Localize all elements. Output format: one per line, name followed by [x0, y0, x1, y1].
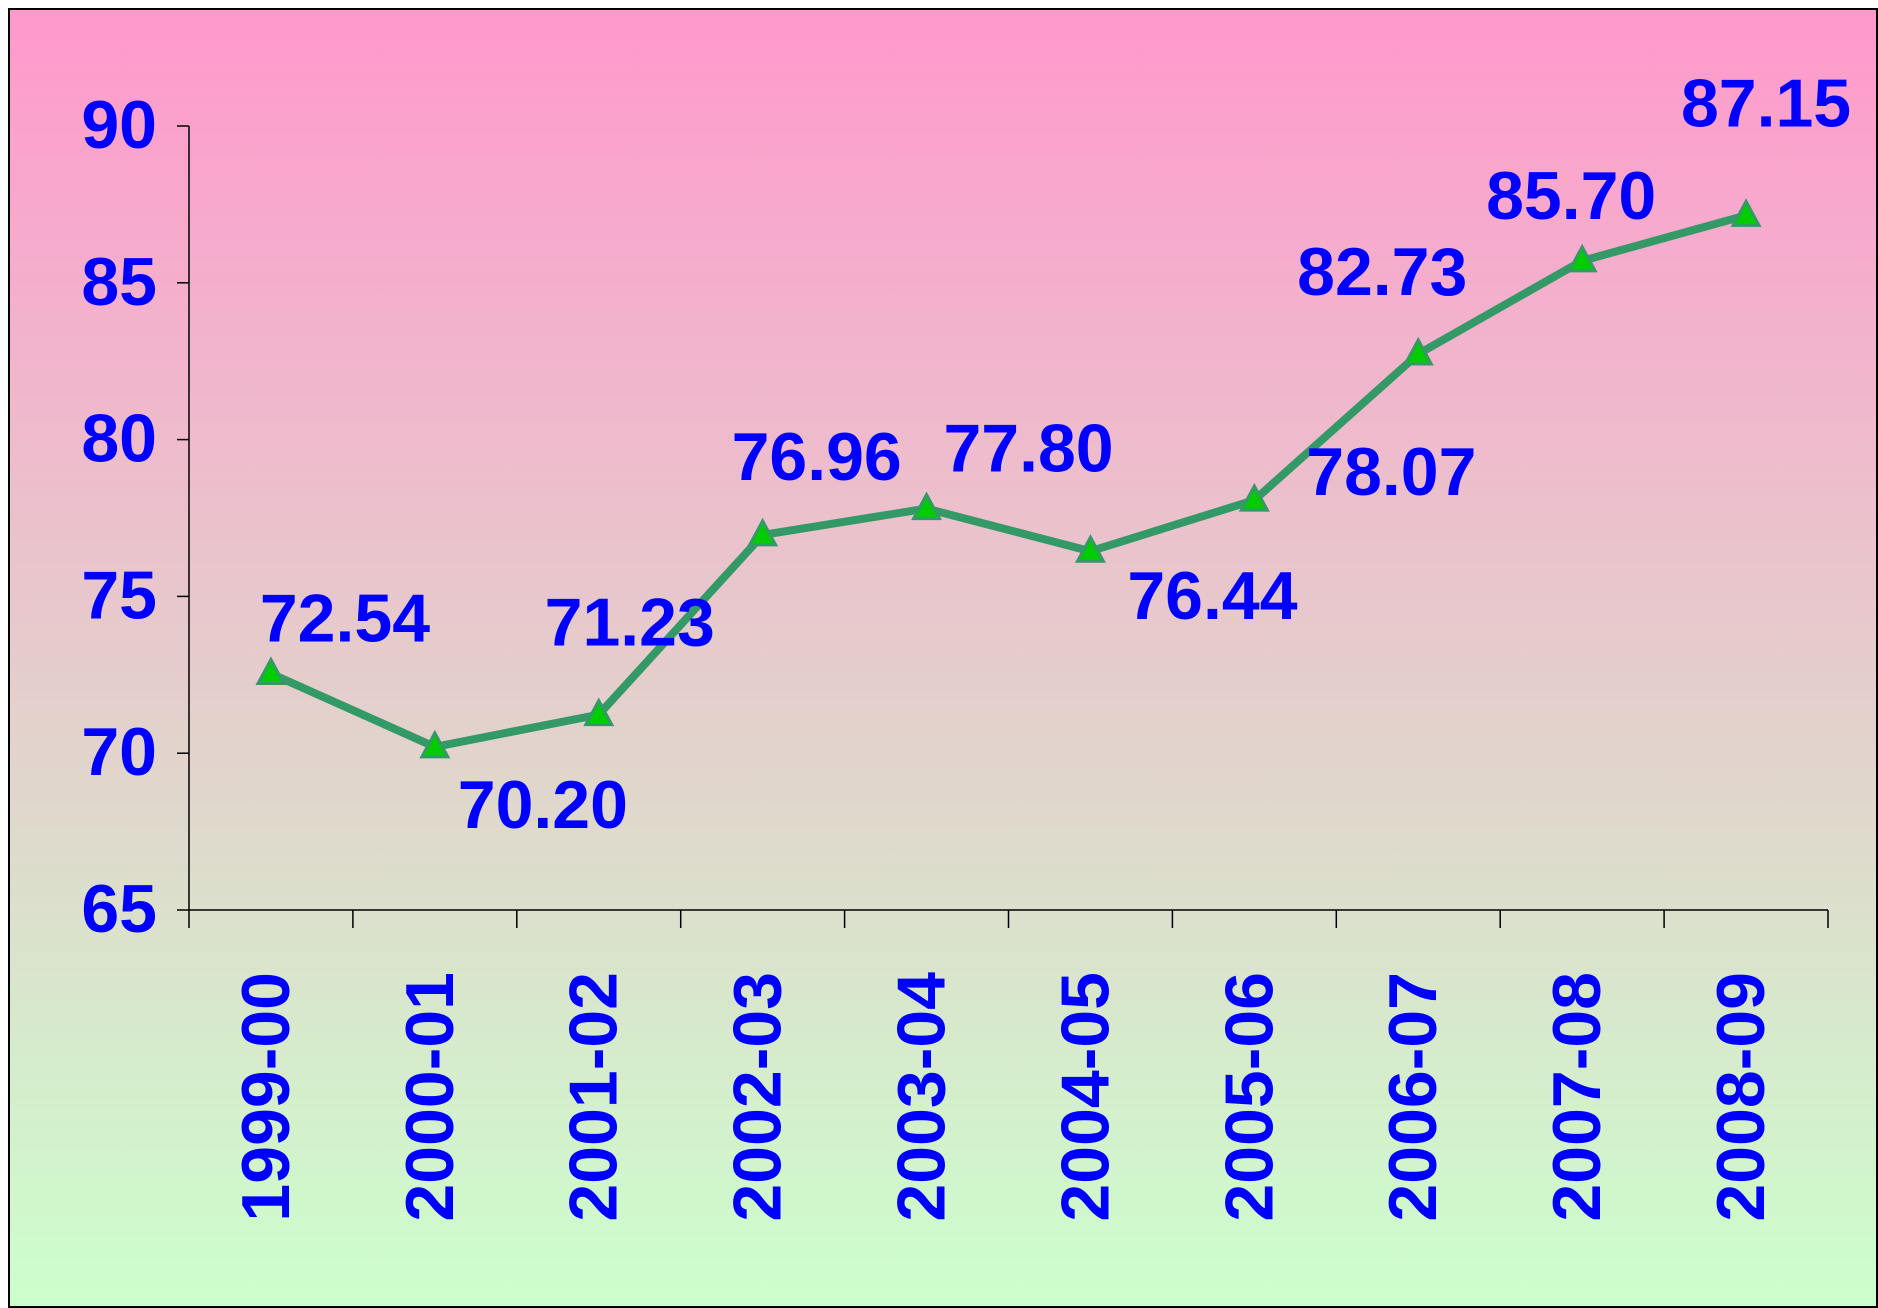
marker [1074, 534, 1106, 563]
x-tick-label: 2002-03 [720, 972, 796, 1222]
line [269, 211, 1748, 751]
data-label: 82.73 [1297, 234, 1467, 310]
x-tick-label: 2004-05 [1047, 972, 1123, 1222]
data-label: 85.70 [1486, 158, 1656, 234]
data-label: 77.80 [943, 411, 1113, 487]
y-tick-label: 80 [81, 401, 157, 477]
x-tick-label: 2008-09 [1703, 972, 1779, 1222]
marker [1402, 336, 1434, 366]
y-tick-label: 65 [81, 871, 157, 947]
marker [583, 697, 615, 727]
y-tick-label: 90 [81, 87, 157, 163]
data-label: 78.07 [1306, 434, 1476, 510]
x-tick-label: 2007-08 [1539, 972, 1615, 1222]
x-tick-label: 2006-07 [1375, 972, 1451, 1222]
data-label: 72.54 [260, 581, 430, 657]
data-label: 71.23 [545, 585, 715, 661]
data-label: 87.15 [1681, 65, 1851, 141]
data-label: 76.96 [732, 419, 902, 495]
marker [1730, 198, 1762, 227]
x-tick-label: 2005-06 [1211, 972, 1287, 1222]
marker [419, 729, 451, 759]
x-tick-label: 2003-04 [884, 972, 960, 1222]
marker [1566, 243, 1598, 273]
marker [1238, 482, 1270, 512]
x-tick-label: 2001-02 [556, 972, 632, 1222]
data-label: 76.44 [1127, 558, 1297, 634]
x-tick-label: 1999-00 [228, 972, 304, 1222]
x-tick-label: 2000-01 [392, 972, 468, 1222]
y-tick-label: 70 [81, 714, 157, 790]
marker [911, 491, 943, 521]
y-tick-label: 85 [81, 244, 157, 320]
data-label: 70.20 [458, 767, 628, 843]
y-tick-label: 75 [81, 557, 157, 633]
chart-background [8, 8, 1878, 1308]
marker [747, 517, 779, 547]
marker [255, 656, 287, 686]
